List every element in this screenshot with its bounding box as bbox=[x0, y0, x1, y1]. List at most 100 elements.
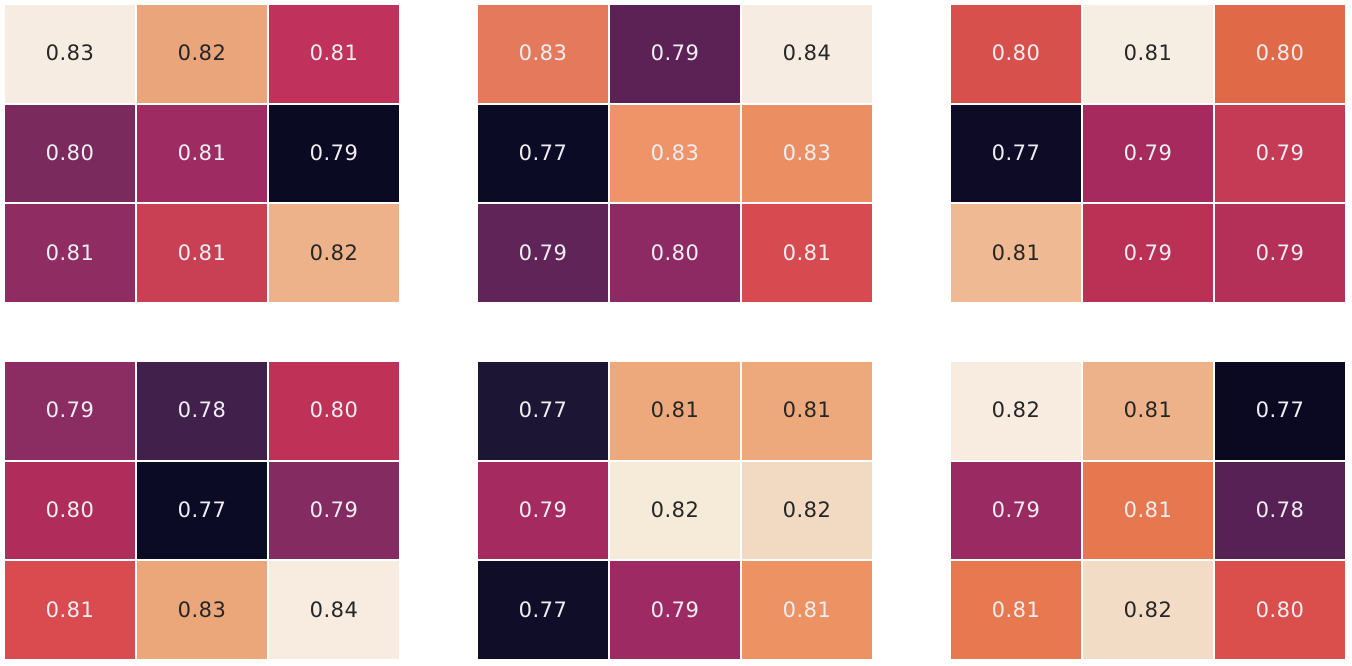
heatmap-cell: 0.81 bbox=[269, 5, 399, 103]
heatmap-cell: 0.79 bbox=[1215, 104, 1345, 203]
cell-value: 0.82 bbox=[782, 497, 832, 522]
cell-value: 0.79 bbox=[45, 398, 95, 423]
cell-value: 0.82 bbox=[177, 41, 227, 66]
cell-value: 0.77 bbox=[991, 140, 1041, 165]
heatmap-cell: 0.77 bbox=[478, 561, 608, 659]
heatmap-cell: 0.80 bbox=[5, 104, 135, 203]
cell-value: 0.81 bbox=[782, 597, 832, 622]
heatmap-cell: 0.81 bbox=[1083, 362, 1213, 460]
heatmap-cell: 0.81 bbox=[951, 561, 1081, 659]
cell-value: 0.81 bbox=[45, 597, 95, 622]
heatmap-cell: 0.81 bbox=[742, 561, 872, 659]
cell-value: 0.81 bbox=[309, 41, 359, 66]
heatmap-cell: 0.81 bbox=[742, 362, 872, 460]
cell-value: 0.79 bbox=[1255, 140, 1305, 165]
heatmap-cell: 0.79 bbox=[269, 104, 399, 203]
cell-value: 0.77 bbox=[177, 497, 227, 522]
heatmap-cell: 0.82 bbox=[1083, 561, 1213, 659]
heatmap-cell: 0.81 bbox=[1083, 5, 1213, 103]
heatmap-bottom-right: 0.82 0.81 0.77 0.79 0.81 0.78 0.81 0.82 0.80 bbox=[951, 362, 1345, 659]
cell-value: 0.80 bbox=[45, 140, 95, 165]
heatmap-cell: 0.83 bbox=[610, 104, 740, 203]
cell-value: 0.79 bbox=[1123, 140, 1173, 165]
cell-value: 0.81 bbox=[1123, 41, 1173, 66]
cell-value: 0.82 bbox=[650, 497, 700, 522]
cell-value: 0.81 bbox=[782, 240, 832, 265]
heatmap-cell: 0.84 bbox=[742, 5, 872, 103]
heatmap-cell: 0.83 bbox=[478, 5, 608, 103]
heatmap-top-middle: 0.83 0.79 0.84 0.77 0.83 0.83 0.79 0.80 0.81 bbox=[478, 5, 872, 302]
cell-value: 0.80 bbox=[1255, 41, 1305, 66]
heatmap-cell: 0.81 bbox=[610, 362, 740, 460]
cell-value: 0.81 bbox=[650, 398, 700, 423]
heatmap-cell: 0.78 bbox=[137, 362, 267, 460]
heatmap-top-left: 0.83 0.82 0.81 0.80 0.81 0.79 0.81 0.81 0.82 bbox=[5, 5, 399, 302]
cell-value: 0.79 bbox=[650, 41, 700, 66]
heatmap-cell: 0.77 bbox=[478, 362, 608, 460]
heatmap-cell: 0.77 bbox=[951, 104, 1081, 203]
heatmap-cell: 0.81 bbox=[137, 104, 267, 203]
heatmap-cell: 0.81 bbox=[5, 561, 135, 659]
cell-value: 0.83 bbox=[518, 41, 568, 66]
cell-value: 0.77 bbox=[1255, 398, 1305, 423]
heatmap-cell: 0.82 bbox=[269, 204, 399, 302]
cell-value: 0.79 bbox=[1255, 240, 1305, 265]
heatmap-top-right: 0.80 0.81 0.80 0.77 0.79 0.79 0.81 0.79 0.79 bbox=[951, 5, 1345, 302]
heatmap-cell: 0.77 bbox=[1215, 362, 1345, 460]
heatmap-cell: 0.81 bbox=[742, 204, 872, 302]
heatmap-cell: 0.83 bbox=[137, 561, 267, 659]
cell-value: 0.77 bbox=[518, 140, 568, 165]
cell-value: 0.78 bbox=[1255, 497, 1305, 522]
heatmap-cell: 0.79 bbox=[1215, 204, 1345, 302]
cell-value: 0.79 bbox=[518, 240, 568, 265]
cell-value: 0.79 bbox=[1123, 240, 1173, 265]
cell-value: 0.79 bbox=[309, 497, 359, 522]
heatmap-cell: 0.84 bbox=[269, 561, 399, 659]
cell-value: 0.81 bbox=[177, 140, 227, 165]
cell-value: 0.81 bbox=[991, 597, 1041, 622]
cell-value: 0.79 bbox=[650, 597, 700, 622]
cell-value: 0.78 bbox=[177, 398, 227, 423]
heatmap-cell: 0.80 bbox=[951, 5, 1081, 103]
cell-value: 0.84 bbox=[309, 597, 359, 622]
heatmap-cell: 0.79 bbox=[1083, 204, 1213, 302]
cell-value: 0.81 bbox=[1123, 398, 1173, 423]
heatmap-cell: 0.78 bbox=[1215, 461, 1345, 560]
heatmap-cell: 0.80 bbox=[1215, 561, 1345, 659]
heatmap-cell: 0.79 bbox=[269, 461, 399, 560]
cell-value: 0.81 bbox=[991, 240, 1041, 265]
cell-value: 0.79 bbox=[518, 497, 568, 522]
cell-value: 0.81 bbox=[177, 240, 227, 265]
heatmap-cell: 0.79 bbox=[478, 204, 608, 302]
cell-value: 0.81 bbox=[1123, 497, 1173, 522]
heatmap-cell: 0.83 bbox=[742, 104, 872, 203]
cell-value: 0.80 bbox=[45, 497, 95, 522]
cell-value: 0.82 bbox=[309, 240, 359, 265]
heatmap-cell: 0.79 bbox=[610, 561, 740, 659]
cell-value: 0.82 bbox=[1123, 597, 1173, 622]
heatmap-cell: 0.81 bbox=[1083, 461, 1213, 560]
heatmap-cell: 0.82 bbox=[137, 5, 267, 103]
cell-value: 0.83 bbox=[782, 140, 832, 165]
heatmap-cell: 0.79 bbox=[1083, 104, 1213, 203]
cell-value: 0.80 bbox=[309, 398, 359, 423]
cell-value: 0.83 bbox=[45, 41, 95, 66]
heatmap-bottom-middle: 0.77 0.81 0.81 0.79 0.82 0.82 0.77 0.79 0.81 bbox=[478, 362, 872, 659]
cell-value: 0.82 bbox=[991, 398, 1041, 423]
heatmap-cell: 0.80 bbox=[269, 362, 399, 460]
cell-value: 0.79 bbox=[309, 140, 359, 165]
heatmap-cell: 0.80 bbox=[1215, 5, 1345, 103]
cell-value: 0.80 bbox=[991, 41, 1041, 66]
heatmap-cell: 0.82 bbox=[610, 461, 740, 560]
heatmap-cell: 0.81 bbox=[5, 204, 135, 302]
heatmap-cell: 0.77 bbox=[478, 104, 608, 203]
heatmap-bottom-left: 0.79 0.78 0.80 0.80 0.77 0.79 0.81 0.83 0.84 bbox=[5, 362, 399, 659]
heatmap-cell: 0.82 bbox=[951, 362, 1081, 460]
heatmap-cell: 0.79 bbox=[478, 461, 608, 560]
heatmap-cell: 0.81 bbox=[951, 204, 1081, 302]
heatmap-cell: 0.80 bbox=[5, 461, 135, 560]
heatmap-cell: 0.80 bbox=[610, 204, 740, 302]
cell-value: 0.77 bbox=[518, 597, 568, 622]
cell-value: 0.80 bbox=[1255, 597, 1305, 622]
